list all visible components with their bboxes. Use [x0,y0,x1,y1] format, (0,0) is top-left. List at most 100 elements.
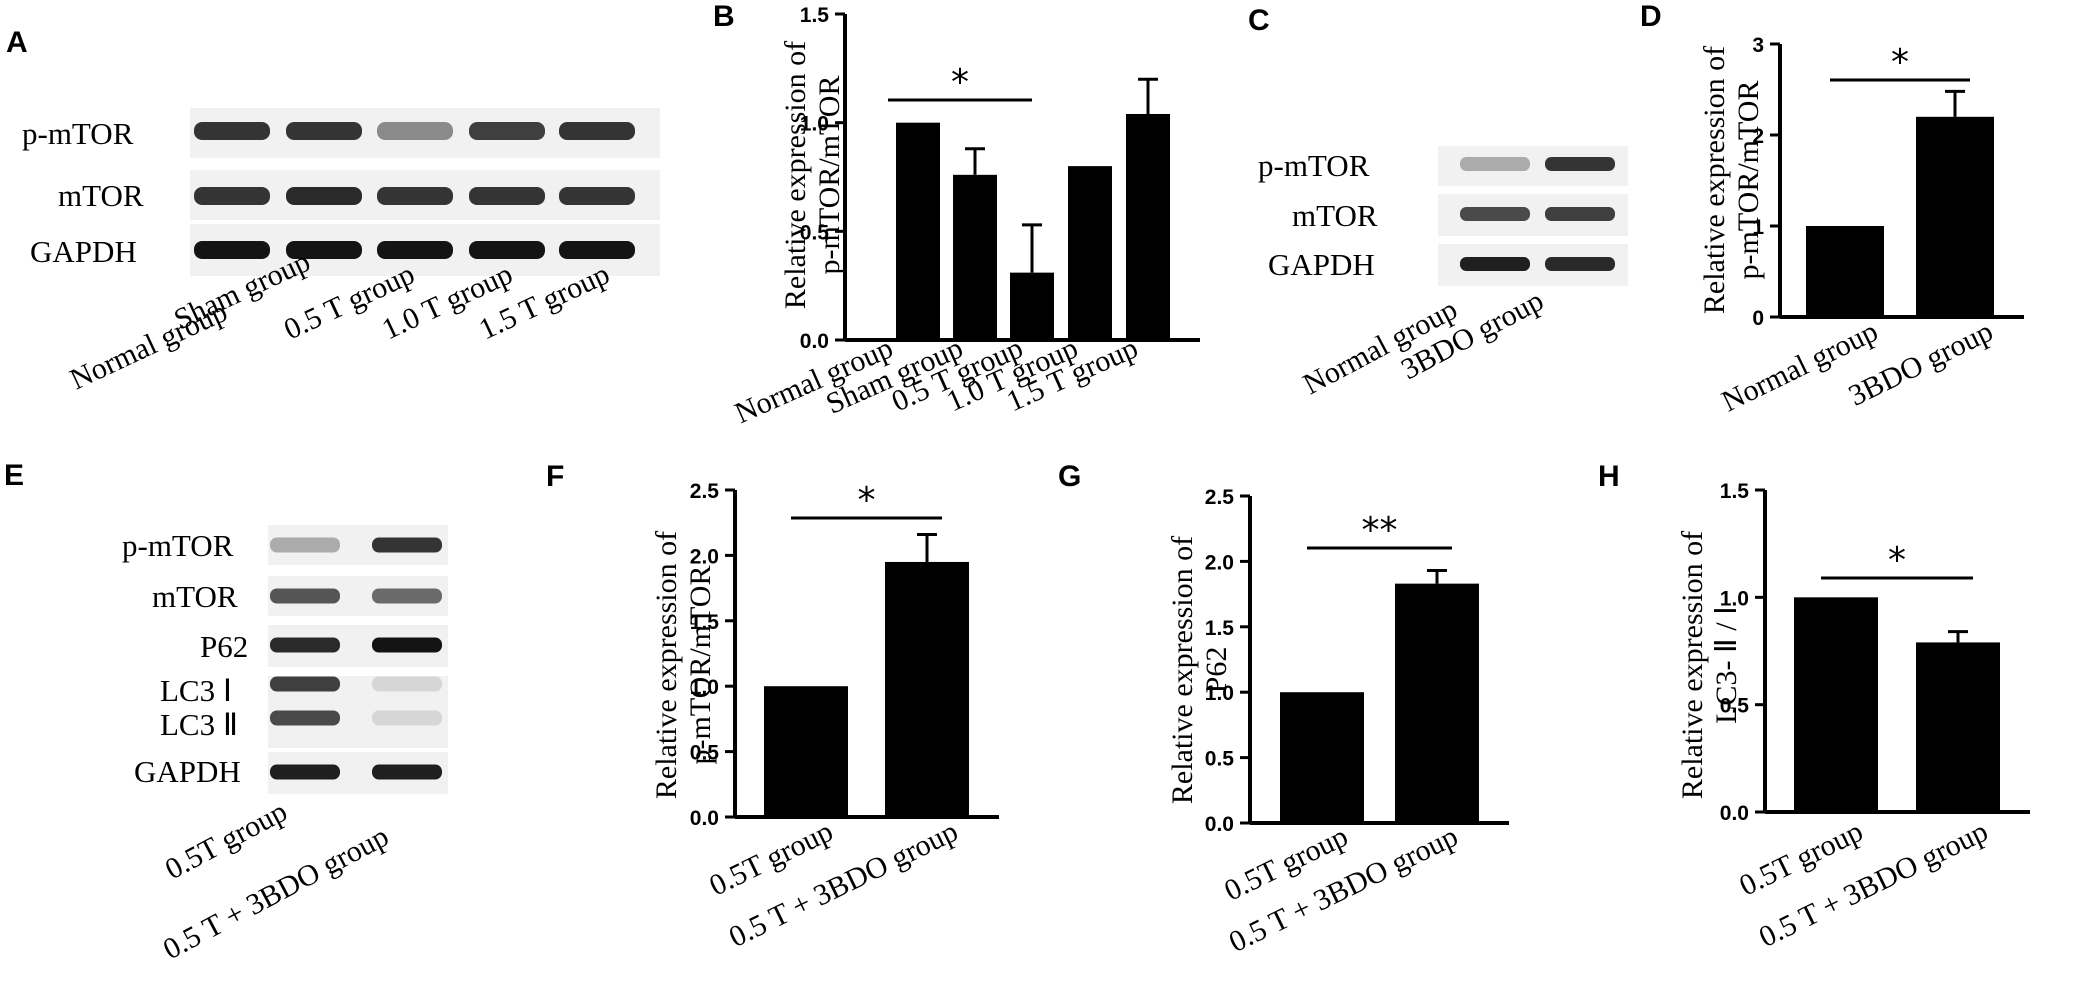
blot-band [377,122,453,140]
blot-band [1460,257,1530,271]
y-tick-label: 1 [1752,216,1764,239]
y-tick-label: 1.5 [690,611,720,634]
bar [1806,226,1884,317]
western-blot-c: p-mTOR mTOR GAPDH Normal group 3BDO grou… [1258,146,1628,401]
y-tick-label: 2.0 [1205,551,1234,574]
blot-band [372,676,442,692]
bar [1794,597,1878,812]
blot-band [372,588,442,604]
y-axis-label: Relative expression of [1166,536,1199,804]
panel-letter-c: C [1248,4,1270,37]
blot-band [372,764,442,780]
blot-band [270,537,340,553]
y-tick-label: 1.0 [1720,587,1749,610]
blot-row-label: p-mTOR [1258,148,1370,183]
blot-band [286,187,362,205]
blot-band [1545,207,1615,221]
panel-letter-a: A [6,26,28,59]
panel-letter: F [546,460,564,493]
bar [953,174,997,340]
blot-row-label: GAPDH [30,234,137,269]
y-axis-label: LC3- Ⅱ / Ⅰ [1710,606,1743,724]
bar [885,561,969,817]
y-axis-label: p-mTOR/mTOR [813,76,846,275]
y-tick-label: 1.5 [1720,480,1750,503]
y-tick-label: 2.5 [1205,486,1235,509]
bar [1916,642,2000,812]
blot-band [194,187,270,205]
blot-row-label: mTOR [152,579,238,614]
blot-row-label: GAPDH [1268,247,1375,282]
blot-band [372,637,442,653]
lane-label: 0.5T group [160,795,293,886]
bar [1010,272,1054,340]
blot-band [270,588,340,604]
western-blot-e: p-mTOR mTOR P62 LC3 Ⅰ LC3 Ⅱ GAPDH 0.5T g… [122,525,448,966]
western-blot-a: p-mTOR mTOR GAPDH Normal group Sham grou… [22,108,660,396]
blot-band [559,241,635,259]
y-tick-label: 0.0 [800,330,829,353]
y-tick-label: 2 [1752,125,1764,148]
blot-band [1460,207,1530,221]
panel-letter: G [1058,460,1081,493]
bar [896,122,940,341]
y-tick-label: 0.0 [1205,813,1234,836]
bar-chart-h: H 0.0 0.5 1.0 1.5 Relative expression of LC3- … [1598,460,2030,954]
blot-row-label: P62 [200,629,248,664]
blot-band [469,241,545,259]
blot-band [372,537,442,553]
y-axis-label: Relative expression of [650,531,683,799]
y-tick-label: 1.0 [1205,682,1234,705]
bar [1126,113,1170,341]
blot-band [469,122,545,140]
blot-row-label: p-mTOR [122,528,234,563]
bar [764,686,848,817]
y-tick-label: 0.5 [800,221,830,244]
bar-chart-b: B 0.0 0.5 1.0 1.5 Relative expression of p-mTO… [713,0,1200,430]
blot-band [1545,257,1615,271]
blot-row-label: mTOR [1292,198,1378,233]
y-tick-label: 1.5 [800,4,830,27]
blot-row-label: p-mTOR [22,116,134,151]
blot-band [469,187,545,205]
y-tick-label: 0.0 [1720,802,1749,825]
x-category-label: 0.5 T + 3BDO group [724,815,963,954]
panel-letter: H [1598,460,1620,493]
significance-star: * [1891,42,1909,83]
bar [1916,116,1994,317]
y-tick-label: 1.0 [690,676,719,699]
blot-row-label: GAPDH [134,754,241,789]
blot-band [1545,157,1615,171]
blot-band [559,187,635,205]
y-tick-label: 0.0 [690,807,719,830]
panel-letter: B [713,0,735,33]
y-axis-label: Relative expression of [1676,531,1709,799]
bar [1280,692,1364,823]
blot-band [286,241,362,259]
y-tick-label: 2.5 [690,480,720,503]
y-axis-label: Relative expression of [779,41,812,309]
blot-band [559,122,635,140]
significance-star: * [858,480,876,521]
y-tick-label: 1.5 [1205,617,1235,640]
y-axis-label: Relative expression of [1698,46,1731,314]
significance-star: ** [1362,510,1398,551]
y-axis-label: P62 [1200,647,1233,694]
y-tick-label: 1.0 [800,113,829,136]
significance-star: * [1888,540,1906,581]
bar-chart-g: G 0.0 0.5 1.0 1.5 2.0 2.5 Relative expression o… [1058,460,1509,959]
blot-band [194,122,270,140]
blot-row-label: mTOR [58,178,144,213]
blot-band [377,187,453,205]
y-axis-label: p-mTOR/mTOR [1732,81,1765,280]
panel-letter-e: E [4,459,24,492]
blot-band [194,241,270,259]
significance-star: * [951,62,969,103]
y-tick-label: 0.5 [1205,748,1235,771]
y-tick-label: 0 [1752,307,1764,330]
bar [1395,583,1479,823]
y-tick-label: 0.5 [1720,695,1750,718]
y-tick-label: 2.0 [690,545,719,568]
